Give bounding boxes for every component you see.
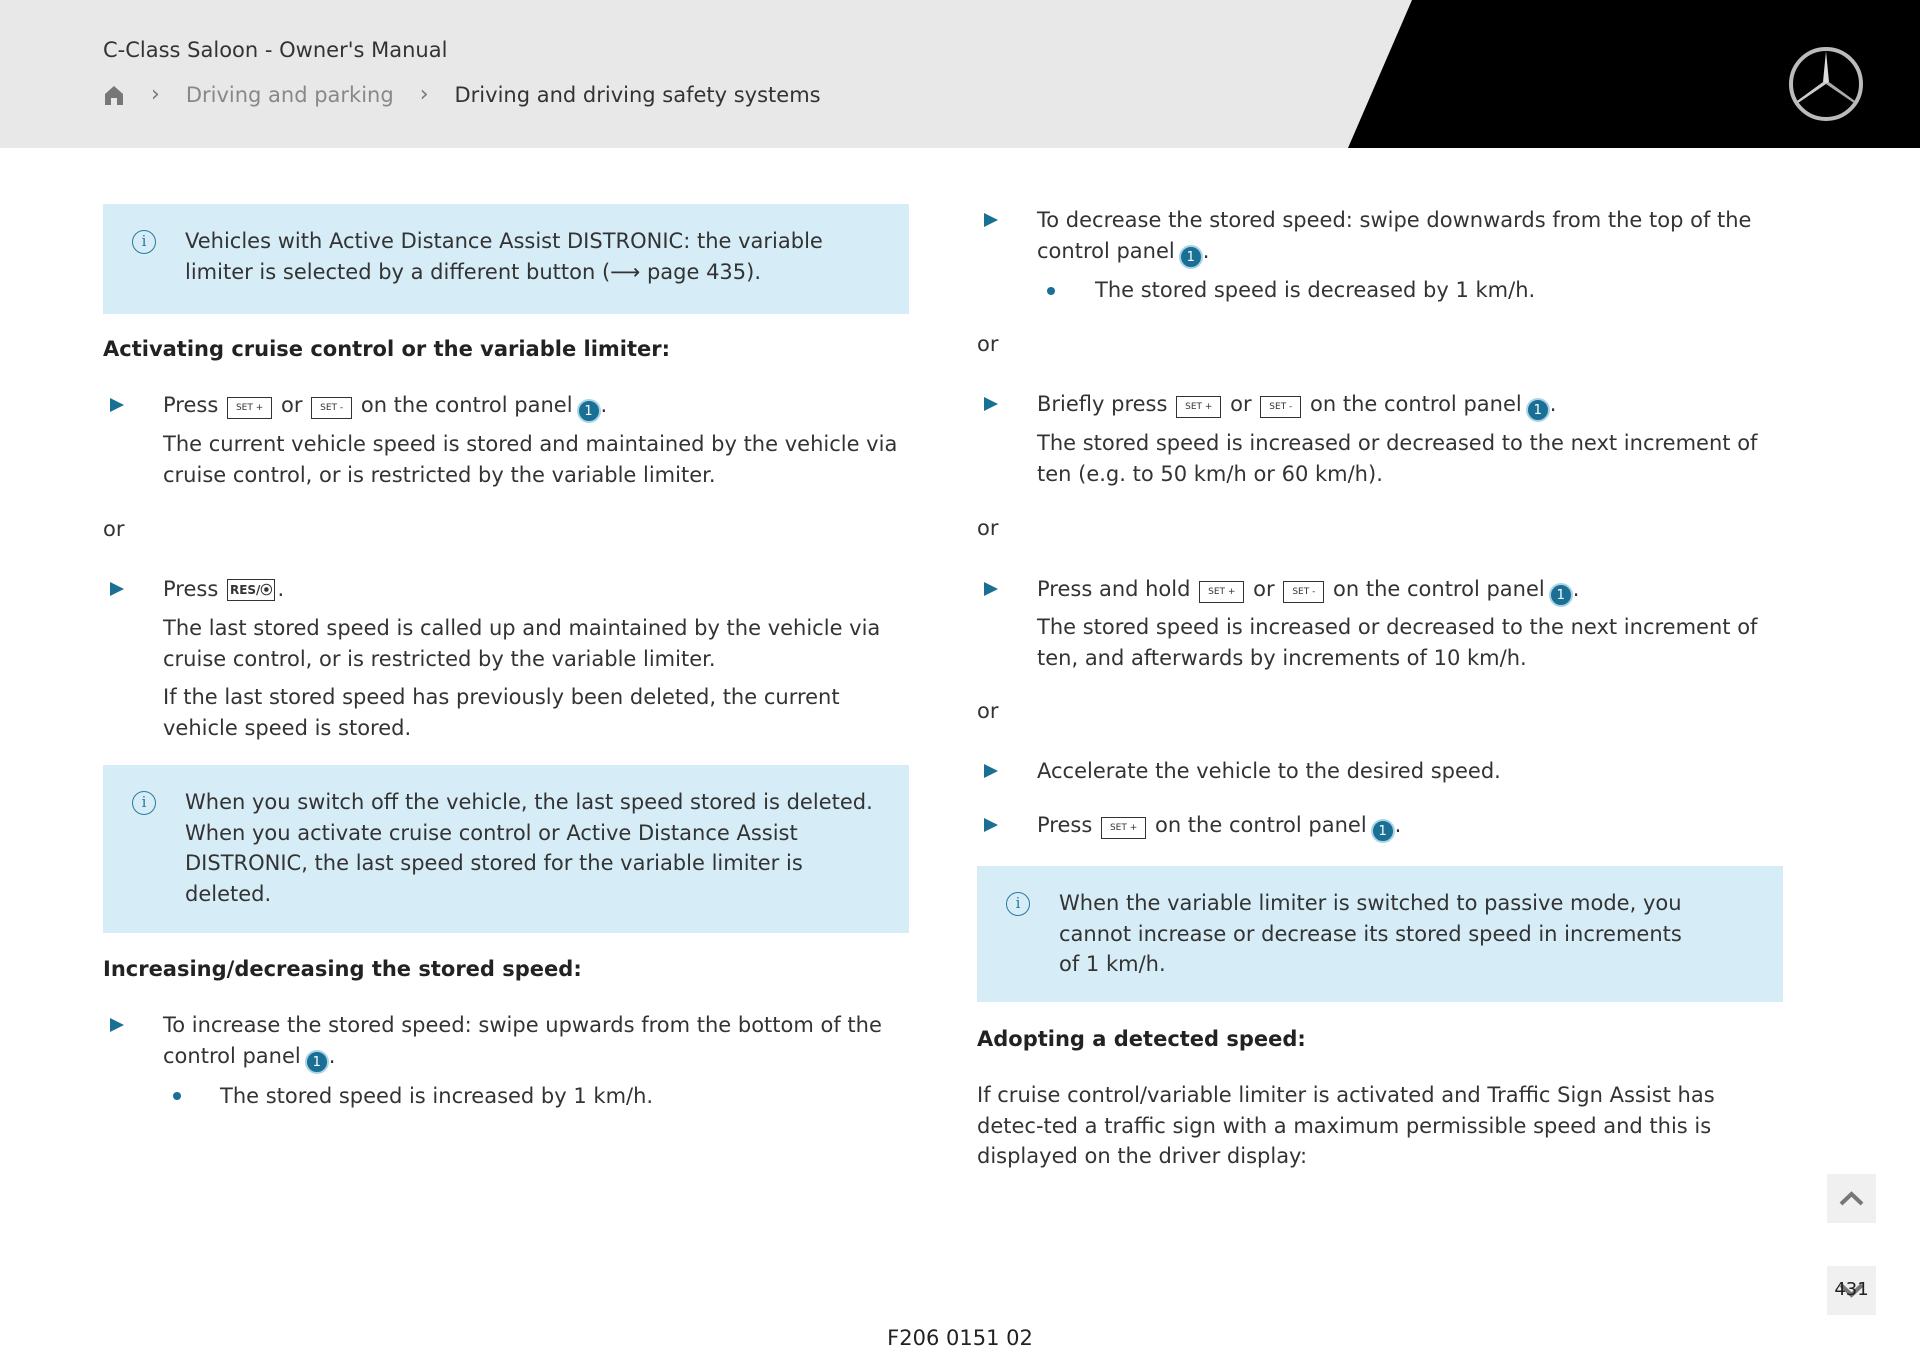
scroll-up-button[interactable] <box>1827 1174 1876 1223</box>
section-heading: Activating cruise control or the variabl… <box>103 337 671 361</box>
set-plus-key: SET + <box>1199 581 1245 603</box>
bullet-icon <box>173 1092 181 1100</box>
callout-1-icon: 1 <box>1370 819 1395 843</box>
res-key: RES/⦿ <box>226 579 276 601</box>
step-arrow-icon <box>110 398 124 412</box>
step-instruction: Briefly press SET + or SET - on the cont… <box>1037 389 1556 422</box>
step-result: The stored speed is increased or decreas… <box>1037 431 1758 486</box>
or-label: or <box>977 332 999 356</box>
step-arrow-icon <box>984 582 998 596</box>
info-icon: i <box>1006 892 1030 916</box>
chevron-down-icon <box>1839 1283 1864 1298</box>
document-code: F206 0151 02 <box>887 1326 1033 1350</box>
set-plus-key: SET + <box>226 397 273 419</box>
callout-1-icon: 1 <box>1525 398 1550 422</box>
step-instruction: Press SET + on the control panel 1. <box>1037 810 1401 843</box>
step-arrow-icon <box>110 582 124 596</box>
mercedes-star-logo <box>1789 47 1863 121</box>
set-minus-key: SET - <box>1260 396 1302 418</box>
step-sub-result: The stored speed is increased by 1 km/h. <box>220 1084 654 1108</box>
or-label: or <box>977 516 999 540</box>
callout-1-icon: 1 <box>304 1049 329 1074</box>
step-instruction: To decrease the stored speed: swipe down… <box>1037 205 1777 269</box>
scroll-down-button[interactable]: 431 <box>1827 1266 1876 1315</box>
step-instruction: Press and hold SET + or SET - on the con… <box>1037 574 1579 607</box>
paragraph: If cruise control/variable limiter is ac… <box>977 1083 1715 1169</box>
step-instruction: Accelerate the vehicle to the desired sp… <box>1037 759 1501 783</box>
manual-title: C-Class Saloon - Owner's Manual <box>103 38 448 62</box>
set-minus-key: SET - <box>1283 581 1325 603</box>
step-result: The stored speed is increased or decreas… <box>1037 615 1758 670</box>
breadcrumb-driving-and-parking[interactable]: Driving and parking <box>185 82 394 107</box>
step-arrow-icon <box>984 397 998 411</box>
step-instruction: Press SET + or SET - on the control pane… <box>163 390 607 423</box>
set-plus-key: SET + <box>1100 817 1147 839</box>
info-box: i When you switch off the vehicle, the l… <box>103 765 909 933</box>
info-box: i When the variable limiter is switched … <box>977 866 1783 1002</box>
step-result: If the last stored speed has previously … <box>163 685 840 740</box>
set-plus-key: SET + <box>1176 396 1222 418</box>
info-icon: i <box>132 230 156 254</box>
step-result: The last stored speed is called up and m… <box>163 616 881 671</box>
callout-1-icon: 1 <box>576 399 601 423</box>
home-icon[interactable] <box>103 84 125 106</box>
bullet-icon <box>1047 287 1055 295</box>
step-arrow-icon <box>984 213 998 227</box>
step-arrow-icon <box>984 818 998 832</box>
chevron-up-icon <box>1839 1191 1864 1206</box>
step-sub-result: The stored speed is decreased by 1 km/h. <box>1095 278 1536 302</box>
info-box: i Vehicles with Active Distance Assist D… <box>103 204 909 314</box>
step-result: The current vehicle speed is stored and … <box>163 432 898 487</box>
set-minus-key: SET - <box>311 397 353 419</box>
step-instruction: To increase the stored speed: swipe upwa… <box>163 1010 893 1074</box>
breadcrumb-current: Driving and driving safety systems <box>454 82 821 107</box>
section-heading: Adopting a detected speed: <box>977 1027 1306 1051</box>
page-number: 431 <box>1834 1279 1869 1300</box>
info-text: When you switch off the vehicle, the las… <box>185 790 873 906</box>
or-label: or <box>977 699 999 723</box>
callout-1-icon: 1 <box>1178 244 1203 269</box>
info-text: When the variable limiter is switched to… <box>1059 891 1682 977</box>
breadcrumb: › Driving and parking › Driving and driv… <box>103 82 821 107</box>
chevron-right-icon: › <box>151 82 160 107</box>
step-arrow-icon <box>110 1018 124 1032</box>
or-label: or <box>103 517 125 541</box>
section-heading: Increasing/decreasing the stored speed: <box>103 957 582 981</box>
info-text: Vehicles with Active Distance Assist DIS… <box>185 229 823 284</box>
callout-1-icon: 1 <box>1548 583 1573 607</box>
step-arrow-icon <box>984 764 998 778</box>
step-instruction: Press RES/⦿. <box>163 577 285 601</box>
chevron-right-icon: › <box>419 82 429 107</box>
info-icon: i <box>132 791 156 815</box>
